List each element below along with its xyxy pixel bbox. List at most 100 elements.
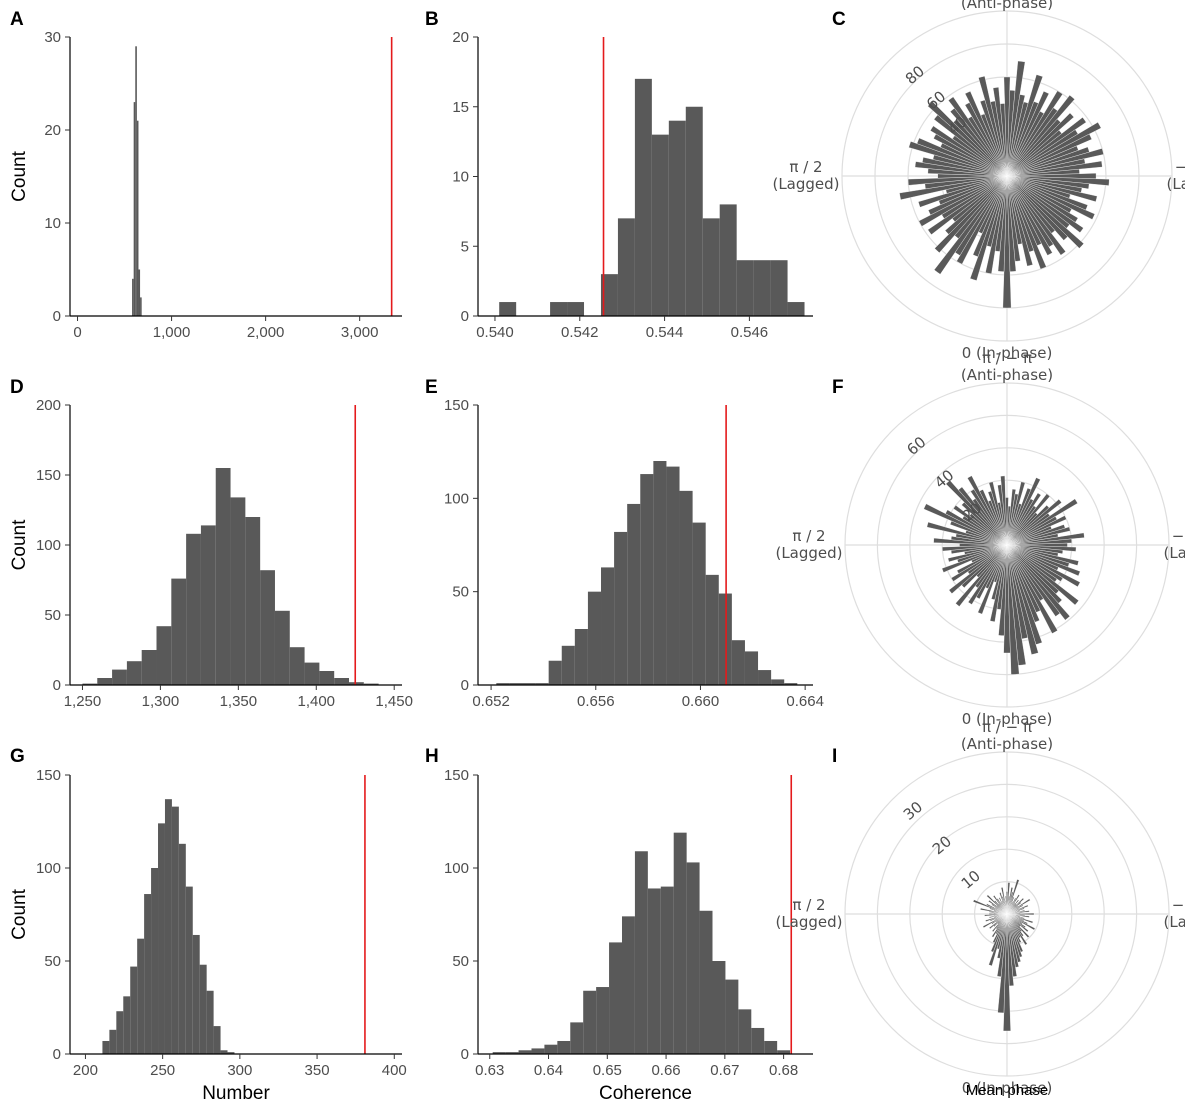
polar-bar bbox=[989, 913, 1008, 919]
polar-bar bbox=[950, 544, 1008, 582]
histogram-bar bbox=[499, 302, 517, 316]
polar-bar bbox=[1006, 544, 1064, 582]
polar-bar bbox=[1006, 910, 1030, 915]
histogram-bar bbox=[531, 1048, 545, 1054]
polar-bar bbox=[1006, 498, 1078, 546]
polar-bar bbox=[945, 509, 1008, 546]
y-tick-label: 100 bbox=[36, 537, 61, 554]
histogram-bar bbox=[770, 260, 788, 316]
histogram-bar bbox=[583, 990, 597, 1054]
y-tick-label: 50 bbox=[44, 953, 61, 970]
y-tick-label: 0 bbox=[53, 1046, 61, 1063]
histogram-bar bbox=[192, 934, 200, 1054]
histogram-bar bbox=[731, 640, 745, 685]
polar-bar bbox=[947, 544, 1008, 563]
histogram-bar bbox=[668, 120, 686, 316]
y-tick-label: 5 bbox=[461, 238, 469, 255]
histogram-bar bbox=[137, 938, 145, 1054]
polar-bar bbox=[1006, 913, 1030, 938]
histogram-bar bbox=[666, 466, 680, 685]
polar-bottom-label: 0 (In-phase) bbox=[962, 710, 1053, 728]
histogram-bar bbox=[518, 1050, 532, 1054]
histogram-bar bbox=[185, 886, 193, 1054]
x-tick-label: 0.67 bbox=[710, 1062, 739, 1079]
x-tick-label: 1,250 bbox=[64, 693, 102, 710]
polar-bar bbox=[930, 125, 1008, 177]
polar-right-sublabel: (Lagged) bbox=[1163, 544, 1185, 562]
histogram-bar bbox=[349, 682, 364, 685]
histogram-bar bbox=[319, 671, 335, 685]
y-tick-label: 150 bbox=[444, 767, 469, 784]
polar-bar bbox=[934, 175, 1008, 253]
histogram-bar bbox=[140, 297, 142, 316]
y-tick-label: 10 bbox=[452, 169, 469, 186]
histogram-bar bbox=[725, 979, 739, 1054]
x-tick-label: 0.66 bbox=[651, 1062, 680, 1079]
polar-bar bbox=[918, 175, 1008, 227]
histogram-bar bbox=[699, 910, 713, 1054]
polar-bar bbox=[1006, 477, 1041, 546]
x-tick-label: 200 bbox=[73, 1062, 98, 1079]
polar-bar bbox=[923, 503, 1008, 546]
polar-bar bbox=[953, 505, 1008, 546]
histogram-bar bbox=[640, 474, 654, 685]
histogram-bar bbox=[550, 302, 568, 316]
polar-right-label: − π / 2 bbox=[1172, 896, 1185, 914]
histogram-bar bbox=[363, 683, 379, 685]
polar-bar bbox=[982, 913, 1008, 928]
y-tick-label: 50 bbox=[44, 607, 61, 624]
polar-bar bbox=[1006, 544, 1081, 588]
polar-top-label: π / − π bbox=[982, 718, 1032, 736]
y-tick-label: 0 bbox=[53, 308, 61, 325]
polar-bar bbox=[979, 489, 1008, 546]
histogram-bar bbox=[164, 799, 172, 1054]
histogram-bar bbox=[245, 517, 261, 685]
polar-bar bbox=[1006, 544, 1081, 577]
histogram-bar bbox=[574, 629, 588, 685]
x-tick-label: 1,350 bbox=[220, 693, 258, 710]
histogram-bar bbox=[227, 1052, 235, 1054]
polar-bar bbox=[1006, 148, 1104, 177]
polar-bar bbox=[999, 892, 1008, 915]
polar-bar bbox=[1006, 175, 1084, 249]
polar-bar bbox=[1006, 499, 1062, 546]
polar-bar bbox=[927, 175, 1008, 235]
histogram-bar bbox=[509, 683, 523, 685]
polar-bar bbox=[1006, 175, 1084, 233]
histogram-bar bbox=[621, 916, 635, 1054]
polar-bar bbox=[1006, 175, 1096, 220]
polar-radial-tick-label: 20 bbox=[929, 832, 955, 858]
histogram-bar bbox=[102, 1040, 110, 1054]
histogram-bar bbox=[274, 610, 290, 685]
histogram-bar bbox=[777, 1050, 791, 1054]
histogram-bar bbox=[567, 302, 585, 316]
polar-bar bbox=[1006, 492, 1042, 546]
histogram-bar bbox=[736, 260, 754, 316]
polar-bar bbox=[1006, 912, 1035, 916]
histogram-bar bbox=[130, 966, 138, 1054]
histogram-bar bbox=[186, 533, 201, 685]
histogram-bar bbox=[116, 1011, 124, 1054]
polar-left-sublabel: (Lagged) bbox=[775, 913, 842, 931]
panel-label-i: I bbox=[832, 746, 837, 767]
polar-bar bbox=[948, 544, 1008, 594]
polar-bar bbox=[1005, 497, 1009, 546]
axes-layer bbox=[65, 36, 813, 1059]
polar-bar bbox=[969, 175, 1008, 281]
histogram-bar bbox=[673, 832, 687, 1054]
x-tick-label: 0.65 bbox=[593, 1062, 622, 1079]
polar-top-sublabel: (Anti-phase) bbox=[961, 735, 1053, 753]
x-tick-label: 0.63 bbox=[475, 1062, 504, 1079]
histogram-bar bbox=[213, 1026, 221, 1054]
polar-bar bbox=[1006, 493, 1051, 546]
histogram-bar bbox=[601, 567, 615, 685]
polar-bar bbox=[1006, 90, 1063, 177]
histogram-bar bbox=[548, 660, 562, 685]
polar-bar bbox=[933, 175, 1008, 275]
polar-right-label: − π / 2 bbox=[1172, 527, 1185, 545]
histogram-bar bbox=[151, 868, 159, 1054]
polar-top-sublabel: (Anti-phase) bbox=[961, 366, 1053, 384]
histogram-bar bbox=[178, 843, 186, 1054]
